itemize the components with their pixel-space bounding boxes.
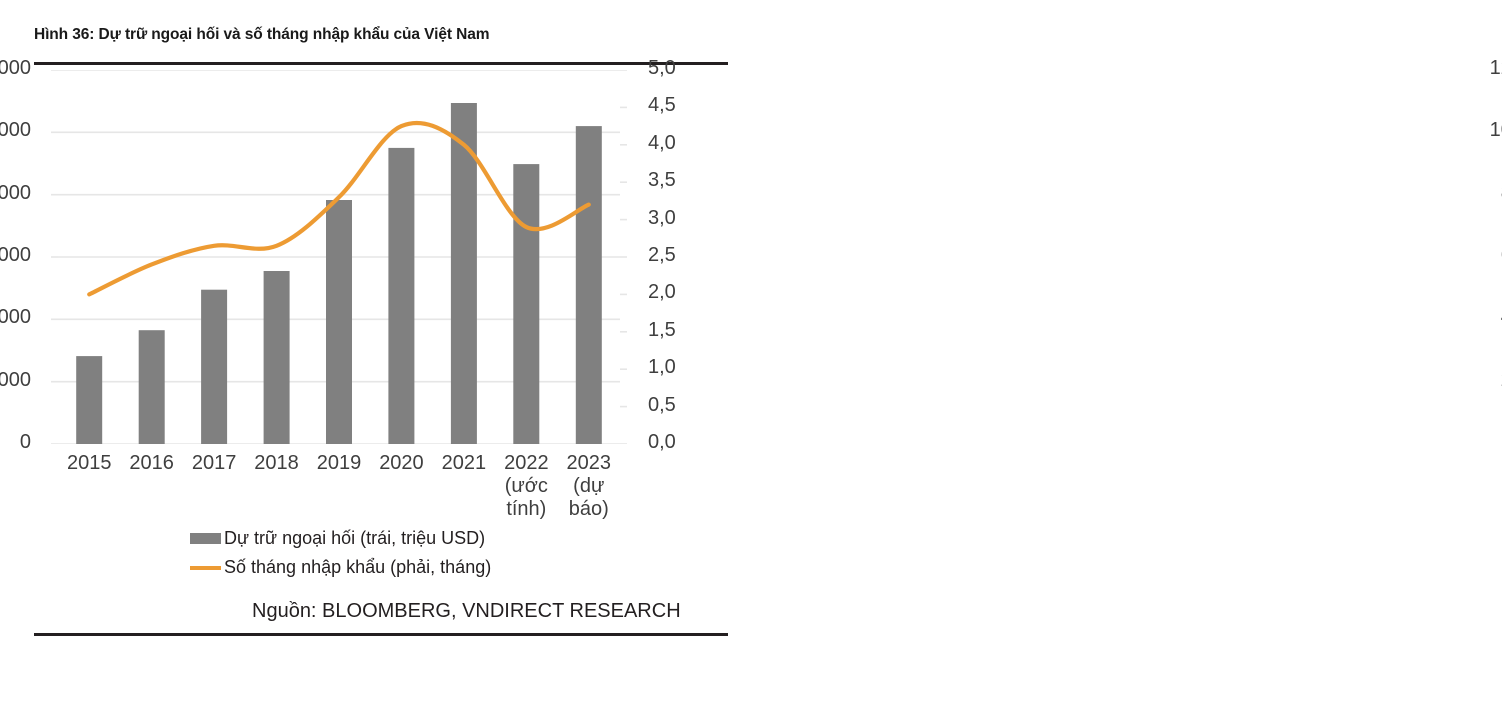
x-axis-tick-label: 2023 (dự báo): [551, 452, 627, 521]
y-axis-tick-label: 0: [19, 431, 31, 453]
y-axis-tick-label: 20.000: [0, 368, 31, 391]
y-axis-tick-label: 120: [1489, 57, 1502, 79]
x-axis-tick-label: 2015: [51, 452, 127, 475]
x-axis-tick-line: 2021: [441, 452, 487, 474]
bar-2018: [263, 271, 290, 444]
x-axis-tick-label: 2021: [426, 452, 502, 475]
y-axis-tick-label: 40.000: [0, 306, 31, 329]
y2-axis-tick-label: 3,0: [648, 206, 676, 229]
x-axis-tick-label: 2019: [301, 452, 377, 475]
x-axis-tick-label: 2016: [113, 452, 189, 475]
line-series: [87, 120, 591, 297]
figure-36-plot: [34, 70, 638, 444]
figure-37-panel: Hình 37: Tài khoản vãng lai và dự trữ ng…: [748, 0, 1502, 660]
x-axis-tick-label: 2022 (ước tính): [488, 452, 564, 521]
x-axis-tick-label: 2018: [238, 452, 314, 475]
y-axis-tick-label: 120.000: [0, 57, 31, 79]
x-axis-tick-line: 2016: [129, 452, 174, 474]
figure-36-panel: Hình 36: Dự trữ ngoại hối và số tháng nh…: [0, 0, 748, 660]
y2-axis-tick-label: 2,5: [648, 244, 676, 266]
y-axis-tick-label: 0: [1471, 431, 1502, 454]
figure-36-top-rule: [34, 62, 728, 65]
x-axis-tick-line: (ước: [504, 475, 548, 497]
y2-axis-tick-label: 4,0: [648, 131, 676, 154]
x-axis-tick-line: 2015: [66, 452, 112, 474]
y-axis-tick-label: 80: [1471, 182, 1502, 205]
legend-line-swatch-icon: [190, 565, 221, 570]
legend-item: Dự trữ ngoại hối (trái, triệu USD): [190, 528, 491, 549]
x-axis-tick-line: tính): [506, 498, 547, 520]
y-axis-tick-label: 40: [1471, 306, 1502, 329]
y-axis-tick-label: 60: [1471, 244, 1502, 267]
legend-item: Số tháng nhập khẩu (phải, tháng): [190, 557, 491, 578]
y2-axis-tick-label: 4,5: [648, 94, 676, 117]
y2-axis-tick-label: 0,5: [648, 393, 676, 416]
bar-2020: [388, 147, 415, 444]
x-axis-tick-line: báo): [568, 498, 609, 520]
x-axis-tick-line: 2022: [504, 452, 549, 474]
bar-2021: [450, 103, 477, 444]
bar-2023--dự-báo-: [575, 126, 602, 444]
figure-36-legend: Dự trữ ngoại hối (trái, triệu USD) Số thá…: [190, 528, 491, 586]
x-axis-tick-line: 2018: [254, 452, 299, 474]
x-axis-tick-label: 2017: [176, 452, 252, 475]
bar-2017: [201, 289, 228, 444]
x-axis-tick-line: 2019: [316, 452, 362, 474]
bar-2022--ước-tính-: [513, 164, 540, 444]
y2-axis-tick-label: 1,0: [648, 356, 676, 379]
y2-axis-tick-label: 3,5: [648, 169, 676, 192]
legend-label: Số tháng nhập khẩu (phải, tháng): [224, 557, 492, 577]
x-axis-tick-line: 2023: [566, 452, 612, 474]
plot36-canvas: [51, 70, 627, 444]
figure-36-bottom-rule: [34, 633, 728, 636]
y2-axis-tick-label: 1,5: [648, 318, 676, 341]
x-axis-tick-line: 2020: [379, 452, 424, 474]
bar-2015: [76, 356, 103, 444]
y2-axis-tick-label: 0,0: [648, 431, 676, 453]
bar-2019: [326, 200, 352, 444]
legend-bar-swatch-icon: [190, 533, 221, 544]
y-axis-tick-label: 60.000: [0, 244, 31, 266]
bar-2016: [138, 330, 165, 444]
y-axis-tick-label: 100.000: [0, 119, 31, 142]
y2-axis-tick-label: 5,0: [648, 57, 676, 79]
y-axis-tick-label: 100: [1489, 119, 1502, 142]
figure-36-title: Hình 36: Dự trữ ngoại hối và số tháng nh…: [34, 26, 490, 43]
x-axis-tick-line: (dự: [573, 475, 605, 497]
legend-label: Dự trữ ngoại hối (trái, triệu USD): [224, 528, 486, 548]
x-axis-tick-label: 2020: [363, 452, 439, 475]
x-axis-tick-line: 2017: [191, 452, 237, 474]
y2-axis-tick-label: 2,0: [648, 281, 676, 304]
y-axis-tick-label: 80.000: [0, 181, 31, 204]
figure-36-source: Nguồn: BLOOMBERG, VNDIRECT RESEARCH: [252, 600, 681, 622]
y-axis-tick-label: 20: [1471, 369, 1502, 392]
